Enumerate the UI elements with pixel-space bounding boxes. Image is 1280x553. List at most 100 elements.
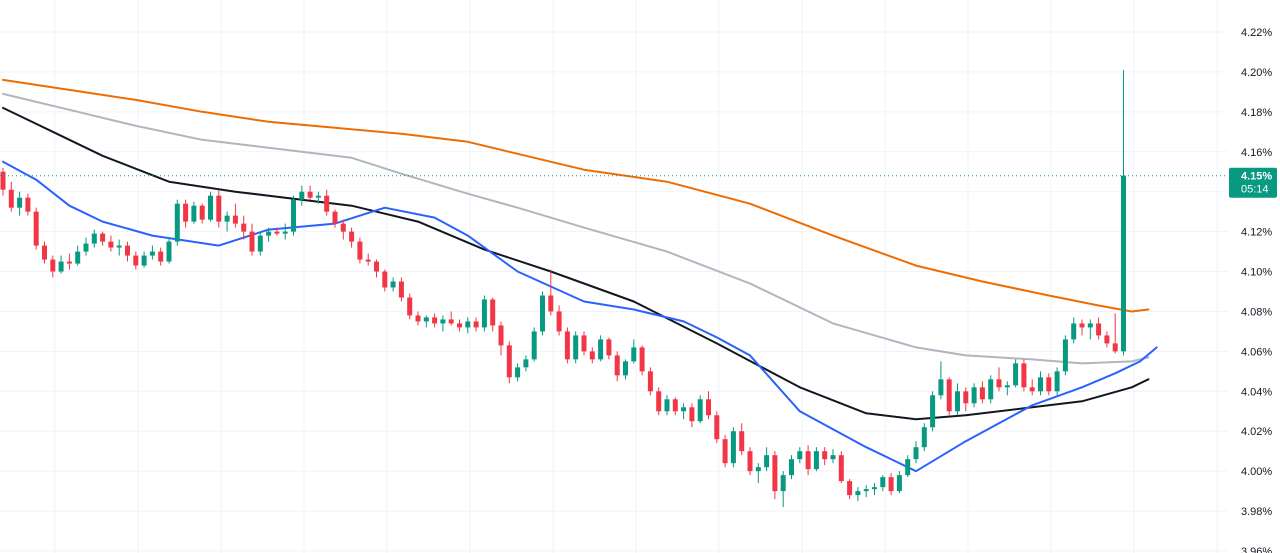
candle-body: [730, 431, 736, 464]
candle-body: [1029, 387, 1035, 392]
candle-body: [481, 299, 487, 328]
candle-body: [813, 451, 819, 470]
candle-body: [988, 379, 994, 400]
candle-body: [656, 391, 662, 412]
candle-body: [946, 379, 952, 412]
candle-body: [291, 199, 296, 232]
y-axis[interactable]: 4.22%4.20%4.18%4.16%4.14%4.12%4.10%4.08%…: [1241, 27, 1272, 553]
candle-body: [697, 399, 703, 422]
candle-body: [365, 259, 371, 262]
candle-body: [647, 371, 653, 392]
candle-body: [324, 195, 330, 212]
price-tag-background: [1229, 167, 1277, 198]
y-tick-label: 4.12%: [1241, 227, 1272, 239]
candles: [0, 69, 1126, 508]
candle-body: [33, 211, 39, 246]
candle-body: [208, 195, 213, 220]
candle-body: [108, 241, 114, 248]
candle-body: [639, 347, 645, 372]
candle-body: [830, 455, 836, 460]
candle-body: [764, 455, 770, 468]
y-tick-label: 4.00%: [1241, 466, 1272, 478]
y-tick-label: 3.98%: [1241, 506, 1272, 518]
y-tick-label: 4.10%: [1241, 267, 1272, 279]
candle-body: [515, 367, 521, 378]
candle-body: [407, 297, 413, 316]
candle-body: [83, 243, 89, 252]
moving-average-lines: [2, 78, 1158, 473]
candle-body: [921, 427, 927, 448]
bar-countdown: 05:14: [1241, 184, 1269, 196]
candle-body: [955, 391, 960, 412]
candle-body: [158, 251, 164, 262]
candle-body: [116, 245, 122, 248]
candle-body: [780, 475, 786, 492]
candle-body: [548, 295, 554, 312]
candle-body: [216, 195, 222, 222]
candle-body: [1021, 363, 1027, 388]
candle-body: [971, 387, 977, 404]
candle-body: [66, 261, 72, 264]
candle-body: [1054, 371, 1060, 392]
candle-body: [1046, 377, 1052, 392]
candle-body: [357, 241, 363, 260]
candle-body: [58, 261, 64, 272]
candle-body: [614, 355, 620, 376]
candle-body: [623, 361, 628, 376]
candle-body: [913, 447, 919, 460]
candle-body: [307, 191, 313, 198]
candle-body: [241, 223, 247, 232]
candle-body: [523, 359, 529, 368]
candle-body: [838, 455, 844, 482]
candle-body: [249, 231, 255, 252]
candle-body: [847, 481, 853, 496]
candle-body: [789, 459, 794, 476]
candle-body: [415, 315, 421, 322]
candle-body: [274, 231, 280, 234]
candle-body: [930, 395, 936, 428]
candle-body: [398, 281, 404, 298]
candle-body: [739, 431, 745, 452]
y-tick-label: 4.08%: [1241, 306, 1272, 318]
y-tick-label: 3.96%: [1241, 546, 1272, 553]
candle-body: [589, 351, 595, 360]
candle-body: [996, 379, 1002, 388]
candle-body: [332, 211, 338, 224]
candle-body: [1096, 323, 1102, 336]
candle-body: [8, 189, 14, 208]
moving-average-line-4: [2, 160, 1158, 473]
candle-body: [498, 325, 504, 346]
candle-body: [606, 339, 612, 356]
candle-body: [556, 311, 562, 332]
candle-body: [340, 223, 346, 232]
candle-body: [1121, 175, 1126, 352]
candle-body: [1104, 335, 1110, 344]
candle-body: [1013, 363, 1019, 386]
candle-body: [390, 281, 396, 288]
candle-body: [689, 407, 695, 422]
y-tick-label: 4.04%: [1241, 386, 1272, 398]
candle-body: [100, 233, 106, 242]
candle-body: [75, 251, 81, 264]
candle-body: [822, 451, 828, 460]
candle-body: [681, 407, 687, 412]
candle-body: [631, 347, 637, 362]
candle-body: [448, 319, 454, 324]
candle-body: [872, 487, 877, 490]
candle-body: [540, 295, 545, 332]
y-tick-label: 4.06%: [1241, 346, 1272, 358]
current-price-label: 4.15%: [1241, 171, 1272, 183]
candle-body: [0, 171, 6, 190]
candle-body: [374, 261, 379, 272]
candle-body: [174, 203, 180, 242]
candle-body: [573, 335, 579, 360]
candle-body: [423, 317, 429, 322]
candle-body: [25, 197, 31, 212]
y-tick-label: 4.22%: [1241, 27, 1272, 39]
candle-body: [664, 399, 670, 412]
candle-body: [440, 319, 446, 324]
y-tick-label: 4.16%: [1241, 147, 1272, 159]
candle-body: [1079, 323, 1085, 328]
candle-body: [1071, 323, 1077, 340]
